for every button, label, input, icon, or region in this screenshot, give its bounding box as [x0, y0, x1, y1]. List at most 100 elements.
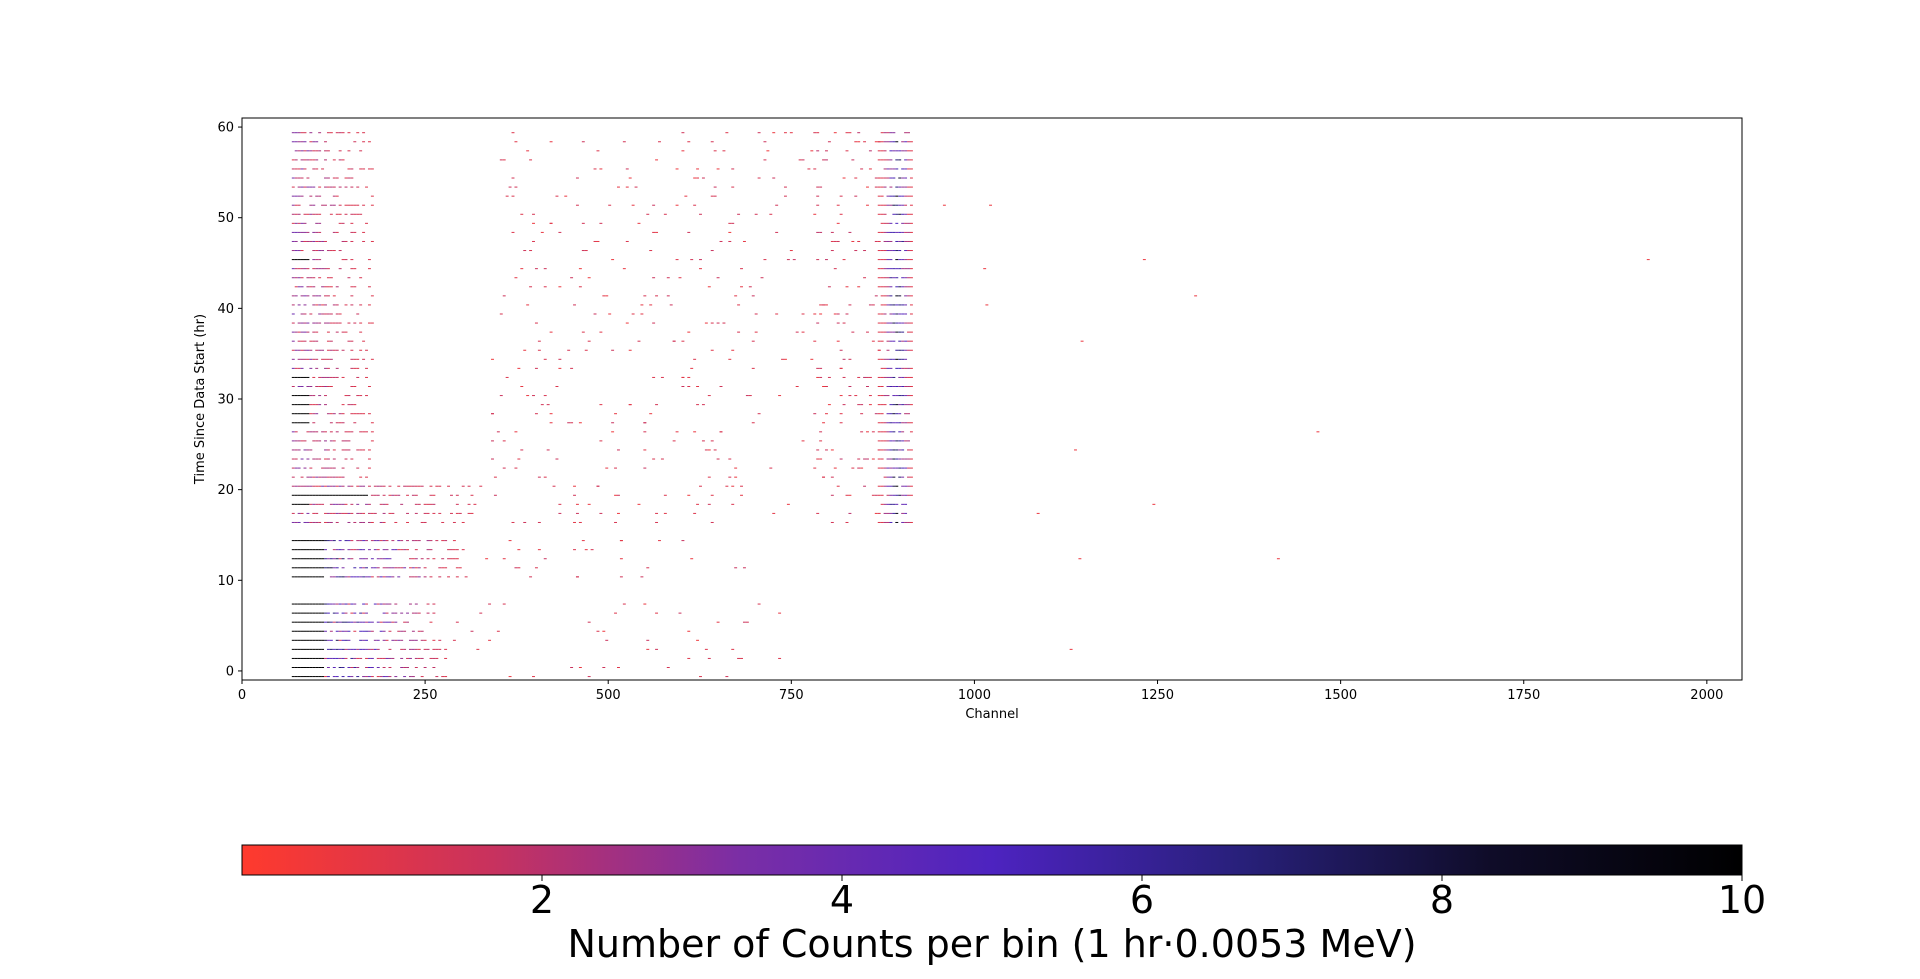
heatmap-cell	[851, 331, 855, 333]
heatmap-cell	[376, 603, 380, 605]
heatmap-cell	[291, 612, 295, 614]
heatmap-cell	[382, 621, 386, 623]
heatmap-cell	[578, 521, 582, 523]
heatmap-cell	[880, 458, 884, 460]
heatmap-cell	[303, 576, 307, 578]
heatmap-cell	[432, 512, 436, 514]
heatmap-cell	[318, 150, 322, 152]
heatmap-cell	[1078, 558, 1082, 560]
heatmap-cell	[324, 240, 327, 242]
heatmap-cell	[517, 567, 521, 569]
heatmap-cell	[731, 503, 735, 505]
heatmap-cell	[321, 386, 325, 387]
heatmap-cell	[895, 313, 899, 315]
heatmap-cell	[341, 494, 345, 496]
heatmap-cell	[907, 286, 910, 288]
heatmap-cell	[420, 485, 424, 487]
heatmap-cell	[312, 476, 316, 478]
heatmap-cell	[294, 603, 298, 605]
heatmap-cell	[602, 667, 606, 668]
heatmap-cell	[909, 395, 913, 397]
heatmap-cell	[312, 259, 316, 261]
x-axis-ticks: 0 250 500 750 1000 1250 1500 1750 2000	[238, 680, 1723, 703]
heatmap-cell	[309, 467, 313, 469]
heatmap-cell	[883, 395, 887, 397]
heatmap-cell	[312, 458, 316, 460]
heatmap-cell	[810, 150, 814, 152]
heatmap-cell	[324, 431, 327, 433]
heatmap-cell	[294, 331, 298, 333]
heatmap-cell	[291, 540, 295, 542]
heatmap-cell	[306, 639, 310, 641]
heatmap-cell	[362, 676, 366, 678]
heatmap-cell	[306, 268, 310, 270]
heatmap-cell	[291, 395, 295, 397]
heatmap-cell	[318, 268, 322, 270]
heatmap-cell	[716, 322, 720, 324]
heatmap-cell	[816, 458, 820, 460]
heatmap-cell	[877, 331, 881, 333]
heatmap-cell	[532, 222, 535, 224]
heatmap-cell	[593, 240, 597, 242]
heatmap-cell	[904, 313, 908, 315]
heatmap-cell	[614, 467, 617, 469]
heatmap-cell	[532, 240, 535, 242]
heatmap-cell	[408, 676, 412, 678]
heatmap-cell	[362, 639, 366, 641]
heatmap-cell	[326, 521, 330, 523]
heatmap-cell	[303, 648, 307, 650]
heatmap-cell	[297, 676, 301, 678]
heatmap-cell	[534, 567, 538, 569]
heatmap-cell	[687, 141, 691, 143]
heatmap-cell	[892, 304, 896, 306]
heatmap-cell	[816, 204, 820, 206]
heatmap-cell	[291, 367, 295, 369]
heatmap-cell	[400, 667, 404, 668]
heatmap-cell	[411, 676, 415, 678]
heatmap-cell	[898, 177, 902, 179]
heatmap-cell	[909, 231, 913, 233]
heatmap-cell	[842, 259, 846, 261]
heatmap-cell	[827, 141, 831, 143]
heatmap-cell	[367, 304, 371, 306]
heatmap-cell	[350, 667, 354, 668]
heatmap-cell	[816, 195, 820, 197]
heatmap-cell	[324, 676, 327, 678]
heatmap-cell	[511, 195, 515, 197]
heatmap-cell	[382, 485, 386, 487]
heatmap-cell	[309, 150, 313, 152]
heatmap-cell	[341, 648, 345, 650]
heatmap-cell	[406, 512, 409, 514]
heatmap-cell	[728, 231, 732, 233]
heatmap-cell	[312, 213, 316, 215]
heatmap-cell	[417, 630, 421, 632]
heatmap-cell	[335, 630, 339, 632]
heatmap-cell	[297, 449, 301, 451]
heatmap-cell	[379, 503, 383, 505]
heatmap-cell	[789, 132, 793, 134]
heatmap-cell	[294, 295, 298, 297]
heatmap-cell	[335, 476, 339, 478]
heatmap-cell	[294, 413, 298, 415]
heatmap-cell	[362, 494, 366, 496]
heatmap-cell	[883, 449, 887, 451]
heatmap-cell	[904, 340, 908, 342]
heatmap-cell	[353, 603, 357, 605]
heatmap-cell	[332, 558, 336, 560]
colorbar-label: Number of Counts per bin (1 hr·0.0053 Me…	[567, 922, 1416, 966]
heatmap-cell	[297, 440, 301, 442]
heatmap-cell	[523, 521, 527, 523]
heatmap-cell	[681, 376, 685, 378]
heatmap-cell	[350, 349, 354, 351]
heatmap-cell	[438, 576, 442, 578]
heatmap-cell	[370, 567, 374, 569]
heatmap-cell	[291, 268, 295, 270]
heatmap-cell	[886, 467, 890, 469]
heatmap-cell	[909, 376, 913, 378]
heatmap-cell	[291, 449, 295, 451]
heatmap-cell	[801, 159, 805, 161]
heatmap-cell	[324, 395, 327, 397]
heatmap-cell	[367, 648, 371, 650]
heatmap-cell	[403, 676, 407, 678]
heatmap-cell	[907, 340, 910, 342]
